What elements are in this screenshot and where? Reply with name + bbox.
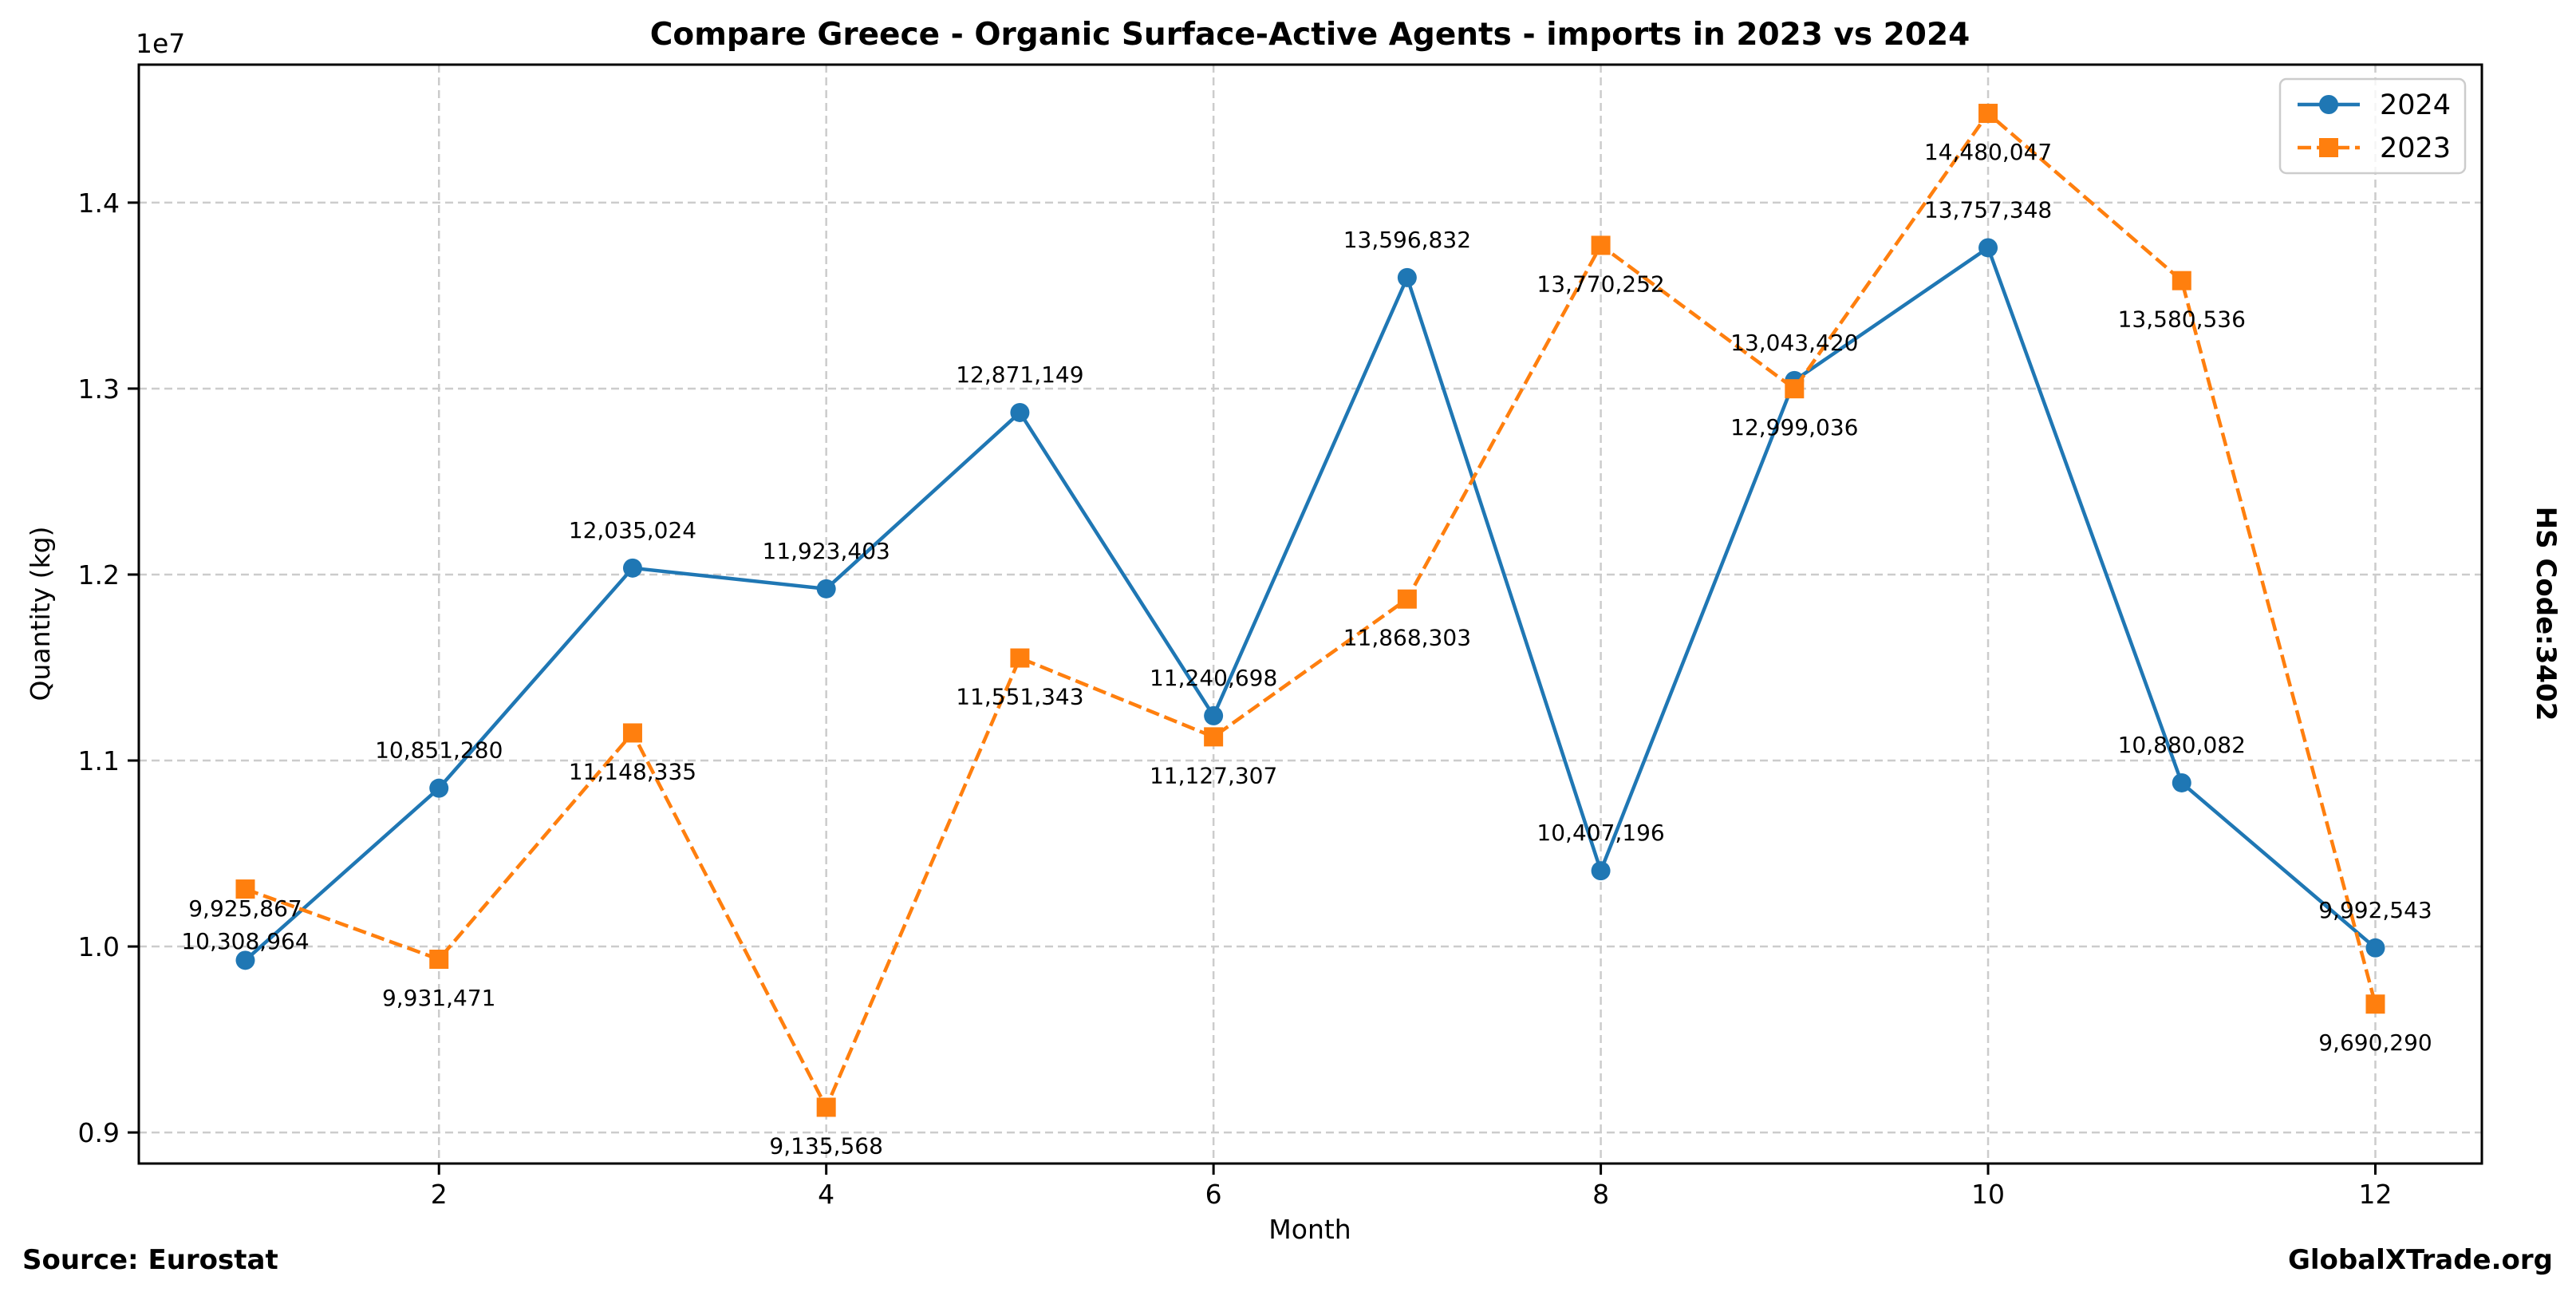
data-label-2024: 10,880,082 [2118, 732, 2246, 758]
data-label-2023: 9,135,568 [769, 1132, 883, 1159]
x-tick-label: 8 [1592, 1179, 1609, 1210]
legend-label-2023: 2023 [2380, 132, 2451, 164]
data-label-2024: 9,925,867 [188, 895, 302, 922]
y-tick-label: 1.3 [78, 373, 120, 405]
data-label-2024: 12,871,149 [956, 362, 1083, 388]
data-point-2023 [1397, 589, 1417, 609]
data-label-2024: 10,407,196 [1537, 820, 1664, 846]
data-point-2024 [1204, 705, 1224, 725]
data-label-2024: 11,240,698 [1150, 665, 1277, 691]
x-tick-label: 2 [431, 1179, 448, 1210]
source-label: Source: Eurostat [22, 1244, 278, 1276]
data-point-2023 [429, 950, 449, 970]
data-point-2023 [235, 879, 255, 899]
y-tick-label: 1.2 [78, 559, 120, 591]
x-axis: 2 4 6 8 10 12 [431, 1164, 2393, 1210]
data-label-2023: 11,551,343 [956, 684, 1083, 710]
legend-marker-2024 [2319, 95, 2338, 114]
data-point-2023 [816, 1097, 836, 1117]
data-label-2024: 9,992,543 [2318, 897, 2432, 923]
x-tick-label: 10 [1971, 1179, 2005, 1210]
data-label-2024: 13,043,420 [1730, 330, 1858, 356]
data-labels: 9,925,867 10,851,280 12,035,024 11,923,403 1… [181, 139, 2432, 1159]
data-point-2023 [2172, 271, 2191, 290]
y-axis: 0.9 1.0 1.1 1.2 1.3 1.4 [78, 188, 139, 1148]
series-layer [235, 104, 2385, 1117]
legend: 2024 2023 [2278, 77, 2467, 175]
data-point-2024 [1978, 238, 1998, 258]
data-label-2023: 10,308,964 [181, 928, 309, 954]
data-label-2024: 11,923,403 [763, 538, 890, 564]
data-label-2023: 11,868,303 [1343, 625, 1471, 651]
data-point-2023 [1010, 648, 1030, 668]
data-point-2024 [2365, 938, 2385, 958]
data-point-2023 [622, 723, 642, 743]
data-point-2023 [2365, 994, 2385, 1014]
data-label-2023: 9,931,471 [382, 985, 496, 1011]
legend-label-2024: 2024 [2380, 89, 2451, 121]
chart-title: Compare Greece - Organic Surface-Active … [650, 17, 1970, 53]
data-label-2023: 13,580,536 [2118, 306, 2246, 333]
y-offset-label: 1e7 [136, 28, 185, 59]
data-point-2024 [1591, 861, 1611, 881]
y-tick-label: 1.1 [78, 745, 120, 776]
data-label-2023: 12,999,036 [1730, 414, 1858, 441]
x-tick-label: 6 [1205, 1179, 1222, 1210]
data-label-2024: 12,035,024 [569, 517, 696, 543]
data-label-2023: 14,480,047 [1924, 139, 2052, 165]
data-label-2024: 10,851,280 [375, 737, 503, 764]
data-label-2023: 9,690,290 [2318, 1029, 2432, 1056]
data-point-2024 [235, 950, 255, 970]
legend-marker-2023 [2319, 138, 2338, 157]
x-axis-label: Month [1268, 1214, 1351, 1245]
series-line-2023 [244, 111, 2377, 1109]
y-tick-label: 1.4 [78, 188, 120, 219]
data-point-2023 [1978, 104, 1998, 124]
series-line-2024 [244, 246, 2377, 962]
data-point-2024 [1397, 267, 1417, 287]
y-axis-label: Quantity (kg) [25, 527, 56, 701]
data-label-2023: 11,127,307 [1150, 762, 1277, 788]
x-tick-label: 12 [2359, 1179, 2393, 1210]
data-label-2023: 11,148,335 [569, 758, 696, 784]
hs-code-label: HS Code:3402 [2530, 507, 2562, 721]
data-point-2024 [1010, 402, 1030, 422]
series-2024 [235, 238, 2385, 970]
series-2023 [235, 104, 2385, 1117]
data-point-2024 [2172, 772, 2191, 792]
x-tick-label: 4 [818, 1179, 834, 1210]
data-point-2023 [1204, 727, 1224, 747]
data-point-2024 [429, 778, 449, 798]
brand-label: GlobalXTrade.org [2288, 1244, 2553, 1276]
data-point-2023 [1591, 235, 1611, 255]
y-tick-label: 0.9 [78, 1117, 120, 1148]
y-tick-label: 1.0 [78, 931, 120, 962]
data-point-2024 [622, 558, 642, 578]
plot-frame [137, 63, 2483, 1165]
data-label-2024: 13,757,348 [1924, 196, 2052, 223]
data-label-2023: 13,770,252 [1537, 271, 1664, 297]
data-label-2024: 13,596,832 [1343, 227, 1471, 253]
data-point-2024 [816, 579, 836, 599]
data-point-2023 [1785, 379, 1805, 399]
